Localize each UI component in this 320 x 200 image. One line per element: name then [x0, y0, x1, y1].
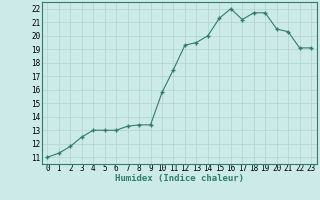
X-axis label: Humidex (Indice chaleur): Humidex (Indice chaleur) [115, 174, 244, 183]
